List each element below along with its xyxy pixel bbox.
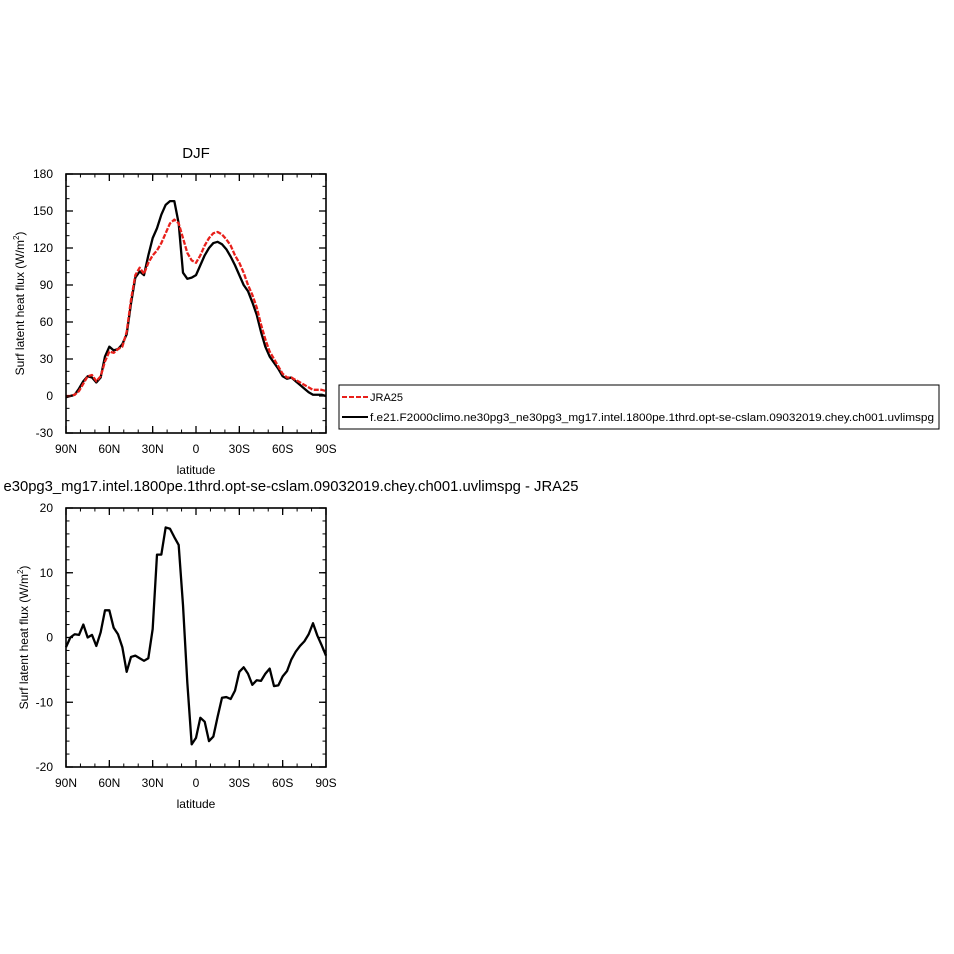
bottom-chart-title: e30pg3_mg17.intel.1800pe.1thrd.opt-se-cs…	[4, 478, 579, 495]
bottom-x-axis-label: latitude	[177, 797, 216, 811]
bottom-y-axis-label-main: Surf latent heat flux (W/m	[17, 574, 31, 709]
top-y-tick-label: 90	[40, 278, 54, 292]
top-y-axis-label-sup: 2	[12, 235, 21, 240]
legend: JRA25 f.e21.F2000climo.ne30pg3_ne30pg3_m…	[338, 384, 940, 430]
bottom-x-tick-label: 60N	[98, 776, 120, 790]
top-y-tick-label: 30	[40, 352, 54, 366]
bottom-y-axis-label-close: )	[17, 566, 31, 570]
top-x-tick-label: 60S	[272, 442, 293, 456]
bottom-x-tick-label: 0	[193, 776, 200, 790]
top-plot-lines	[65, 199, 327, 399]
top-y-tick-label: 120	[33, 241, 53, 255]
top-y-axis-label: Surf latent heat flux (W/m2)	[12, 232, 27, 376]
top-series-line-0	[66, 218, 327, 398]
top-x-axis-label: latitude	[177, 463, 216, 477]
legend-label-model: f.e21.F2000climo.ne30pg3_ne30pg3_mg17.in…	[370, 412, 934, 424]
legend-label-jra25: JRA25	[370, 392, 403, 404]
top-y-tick-label: -30	[36, 426, 54, 440]
bottom-plot-frame	[65, 507, 327, 768]
bottom-plot-lines	[64, 526, 328, 746]
top-y-axis-label-main: Surf latent heat flux (W/m	[13, 240, 27, 375]
top-x-tick-label: 60N	[98, 442, 120, 456]
top-y-tick-label: 60	[40, 315, 54, 329]
bottom-x-tick-label: 90S	[315, 776, 336, 790]
bottom-y-tick-label: -10	[36, 695, 54, 709]
bottom-panel: e30pg3_mg17.intel.1800pe.1thrd.opt-se-cs…	[4, 478, 579, 811]
top-chart-title: DJF	[182, 145, 210, 162]
bottom-y-tick-label: 0	[46, 631, 53, 645]
top-x-tick-label: 90N	[55, 442, 77, 456]
bottom-x-tick-label: 90N	[55, 776, 77, 790]
bottom-series-line-0	[64, 526, 328, 746]
top-series-line-1	[65, 199, 327, 399]
bottom-x-tick-label: 60S	[272, 776, 293, 790]
bottom-y-axis-label: Surf latent heat flux (W/m2)	[16, 566, 31, 710]
top-y-axis-label-close: )	[13, 232, 27, 236]
top-y-tick-label: 150	[33, 204, 53, 218]
top-x-tick-label: 30S	[229, 442, 250, 456]
bottom-x-tick-label: 30N	[142, 776, 164, 790]
top-x-tick-label: 30N	[142, 442, 164, 456]
bottom-y-tick-label: 10	[40, 566, 54, 580]
top-x-tick-label: 0	[193, 442, 200, 456]
bottom-x-tick-label: 30S	[229, 776, 250, 790]
top-panel: DJF 90N 60N 30N 0 30S 60S 90S -30 0 30 60 90 120 150 1…	[12, 145, 337, 477]
top-plot-frame	[65, 173, 327, 434]
bottom-y-tick-label: -20	[36, 760, 54, 774]
bottom-y-tick-label: 20	[40, 501, 54, 515]
top-x-tick-label: 90S	[315, 442, 336, 456]
bottom-y-axis-label-sup: 2	[16, 569, 25, 574]
top-y-tick-label: 0	[46, 389, 53, 403]
legend-frame	[338, 384, 940, 430]
top-y-tick-label: 180	[33, 167, 53, 181]
